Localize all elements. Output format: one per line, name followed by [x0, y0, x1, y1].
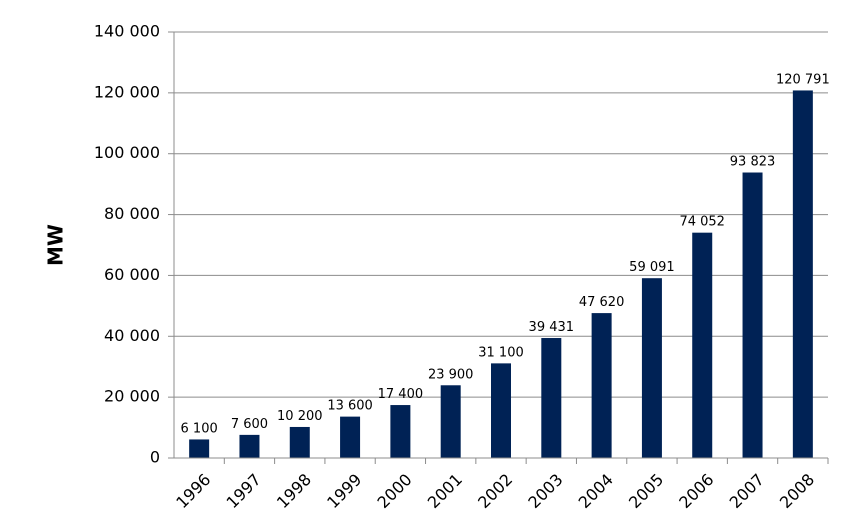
- x-tick-label-2002: 2002: [474, 470, 516, 512]
- x-tick-label-2008: 2008: [776, 470, 818, 512]
- y-tick-labels: 0 20 000 40 000 60 000 80 000 100 000 120 000 1…: [94, 22, 160, 467]
- bar-2000: [390, 405, 411, 458]
- x-tick-label-1998: 1998: [273, 470, 315, 512]
- x-tick-labels: 1996 1997 1998 1999 2000 2001 2002 2003 2004 2005…: [172, 470, 818, 512]
- x-tick-label-2006: 2006: [675, 470, 717, 512]
- bar-1997: [239, 434, 260, 458]
- x-tick-label-2005: 2005: [625, 470, 667, 512]
- bar-2007: [742, 172, 763, 458]
- y-axis-label: MW: [44, 224, 68, 266]
- data-label-2003: 39 431: [529, 320, 575, 335]
- data-label-2005: 59 091: [629, 260, 675, 275]
- data-label-1998: 10 200: [277, 409, 323, 424]
- y-tick-label: 80 000: [104, 204, 160, 223]
- bar-2004: [591, 313, 612, 458]
- data-label-2008: 120 791: [776, 72, 830, 87]
- bar-2008: [792, 90, 813, 458]
- x-tick-label-2003: 2003: [524, 470, 566, 512]
- data-label-2007: 93 823: [730, 155, 776, 170]
- y-tick-label: 0: [150, 448, 160, 467]
- data-label-2000: 17 400: [378, 387, 424, 402]
- bar-1999: [340, 416, 361, 458]
- bar-2002: [491, 363, 511, 458]
- data-label-2001: 23 900: [428, 367, 474, 382]
- bar-2006: [692, 232, 713, 458]
- axes: [168, 32, 828, 459]
- bar-1996: [189, 439, 210, 458]
- data-label-2006: 74 052: [679, 215, 725, 230]
- data-label-1996: 6 100: [181, 421, 218, 436]
- x-tick-label-1999: 1999: [323, 470, 365, 512]
- y-tick-label: 140 000: [94, 22, 160, 41]
- data-labels: 6 100 7 600 10 200 13 600 17 400 23 900 31 100…: [181, 72, 830, 436]
- gridlines: [168, 31, 829, 464]
- y-tick-label: 60 000: [104, 265, 160, 284]
- x-tick-label-2000: 2000: [373, 470, 415, 512]
- bar-2005: [641, 278, 662, 458]
- x-tick-label-2004: 2004: [575, 470, 617, 512]
- y-tick-label: 40 000: [104, 326, 160, 345]
- x-tick-label-2007: 2007: [726, 470, 768, 512]
- y-tick-label: 120 000: [94, 82, 160, 101]
- data-label-1999: 13 600: [327, 399, 373, 414]
- x-tick-label-2001: 2001: [424, 470, 466, 512]
- bar-1998: [289, 426, 310, 458]
- data-label-1997: 7 600: [231, 417, 268, 432]
- x-tick-label-1997: 1997: [223, 470, 265, 512]
- bar-2001: [440, 385, 461, 458]
- bar-2003: [541, 338, 562, 458]
- bars: [189, 90, 813, 458]
- data-label-2004: 47 620: [579, 295, 625, 310]
- data-label-2002: 31 100: [478, 345, 524, 360]
- x-tick-label-1996: 1996: [172, 470, 214, 512]
- y-tick-label: 20 000: [104, 387, 160, 406]
- y-tick-label: 100 000: [94, 143, 160, 162]
